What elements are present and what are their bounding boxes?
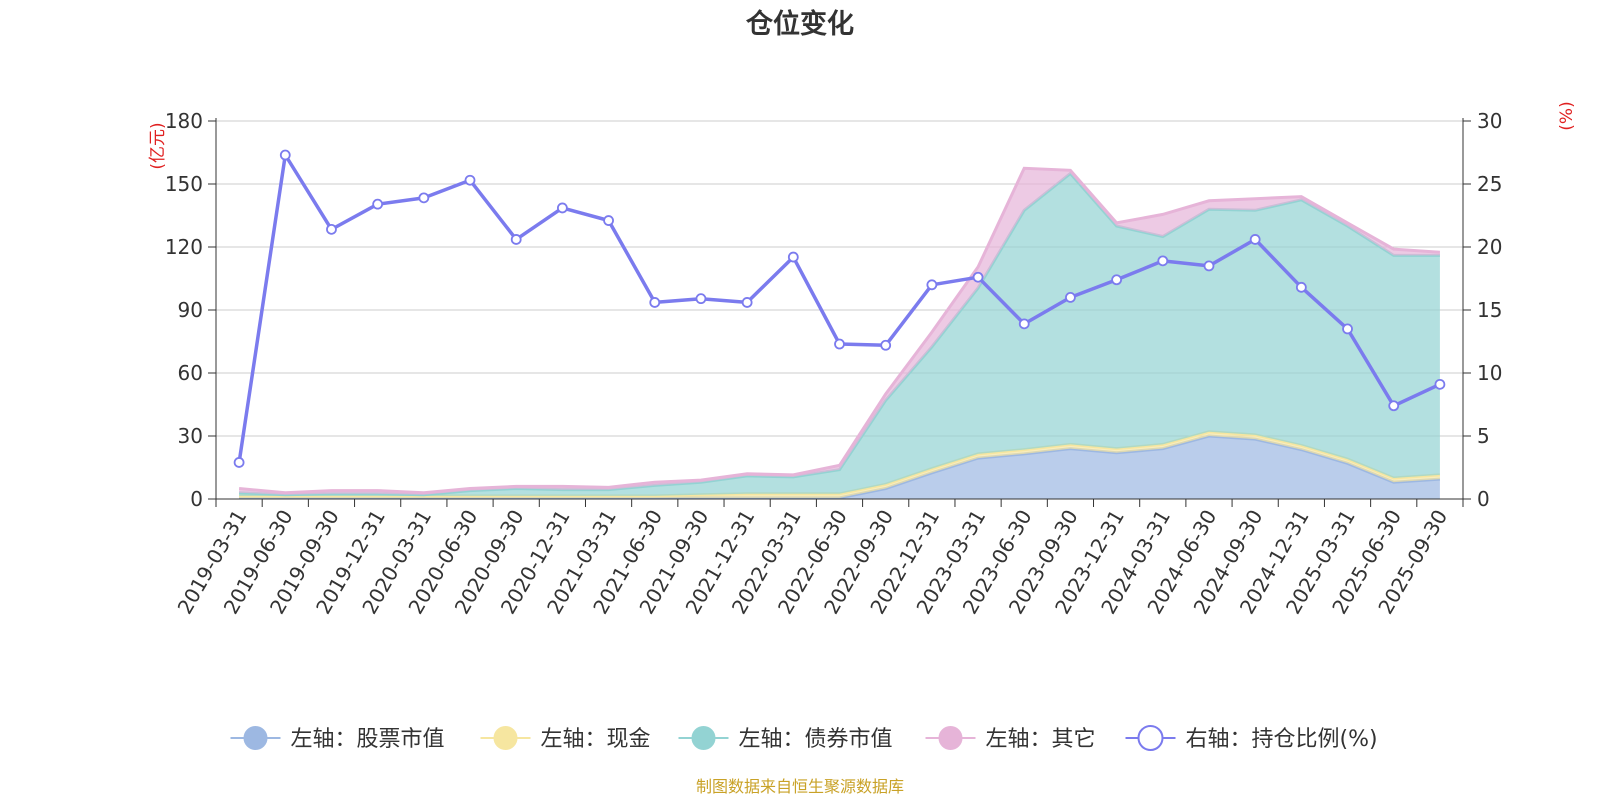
legend-label: 左轴：股票市值 — [291, 727, 445, 752]
right-axis-tick-label: 20 — [1477, 235, 1502, 259]
ratio-point — [880, 339, 892, 351]
ratio-point — [372, 198, 384, 210]
left-axis-unit: (亿元) — [148, 122, 168, 169]
ratio-point — [787, 251, 799, 263]
left-axis-tick-label: 90 — [178, 298, 203, 322]
ratio-line — [233, 149, 1446, 468]
right-axis-tick-label: 5 — [1477, 424, 1490, 448]
left-axis-tick-label: 30 — [178, 424, 203, 448]
legend-swatch-marker — [493, 726, 518, 750]
ratio-point — [418, 192, 430, 204]
legend-label: 左轴：其它 — [986, 727, 1096, 752]
ratio-point — [510, 234, 522, 245]
legend-label: 左轴：现金 — [541, 727, 651, 752]
ratio-point — [649, 297, 661, 308]
right-axis-tick-label: 0 — [1477, 487, 1490, 511]
legend-label: 左轴：债券市值 — [739, 727, 893, 752]
ratio-point — [464, 174, 476, 186]
data-source-note: 制图数据来自恒生聚源数据库 — [696, 777, 904, 796]
right-axis-tick-label: 15 — [1477, 298, 1502, 322]
legend-swatch-marker — [1137, 725, 1164, 751]
left-axis-tick-label: 180 — [165, 109, 203, 133]
area-左轴：现金 — [239, 431, 1440, 498]
ratio-point — [695, 293, 707, 305]
area-edge-左轴：其它 — [238, 166, 1441, 495]
legend-swatch-marker — [243, 726, 268, 750]
left-axis-tick-label: 120 — [165, 235, 203, 259]
legend-swatch-marker — [938, 726, 963, 750]
legend[interactable]: 左轴：股票市值 左轴：现金 左轴：债券市值 左轴：其它 右轴：持仓比例(%) — [230, 725, 1378, 752]
ratio-point — [1342, 323, 1353, 335]
ratio-point — [1295, 281, 1307, 293]
left-axis-tick-label: 60 — [178, 361, 203, 385]
ratio-point — [1065, 291, 1076, 303]
ratio-point — [972, 271, 984, 283]
ratio-point — [1203, 260, 1215, 272]
ratio-point — [834, 338, 845, 350]
legend-item[interactable]: 右轴：持仓比例(%) — [1125, 725, 1378, 752]
ratio-point — [279, 149, 291, 161]
right-axis-tick-label: 25 — [1477, 172, 1502, 196]
ratio-point — [1018, 318, 1030, 330]
left-axis-tick-label: 0 — [190, 487, 203, 511]
chart-title: 仓位变化 — [745, 8, 854, 40]
ratio-point — [326, 223, 337, 235]
ratio-point — [1111, 274, 1123, 286]
ratio-point — [1157, 255, 1169, 267]
ratio-point — [741, 297, 753, 308]
right-axis-unit: (%) — [1557, 101, 1577, 130]
ratio-point — [556, 202, 568, 214]
stacked-areas — [238, 166, 1441, 500]
left-axis-tick-label: 150 — [165, 172, 203, 196]
legend-item[interactable]: 左轴：债券市值 — [678, 726, 893, 752]
ratio-point — [926, 279, 938, 291]
ratio-point — [1388, 400, 1400, 412]
right-axis-tick-label: 30 — [1477, 109, 1502, 133]
area-左轴：债券市值 — [239, 173, 1440, 496]
legend-item[interactable]: 左轴：现金 — [480, 726, 651, 752]
right-axis-tick-label: 10 — [1477, 361, 1502, 385]
ratio-point — [233, 457, 245, 468]
legend-label: 右轴：持仓比例(%) — [1186, 727, 1378, 752]
legend-item[interactable]: 左轴：股票市值 — [230, 726, 445, 752]
ratio-point — [1249, 234, 1261, 245]
ratio-point — [1434, 378, 1446, 390]
ratio-point — [603, 215, 614, 226]
legend-item[interactable]: 左轴：其它 — [925, 726, 1096, 752]
legend-swatch-marker — [691, 726, 716, 750]
